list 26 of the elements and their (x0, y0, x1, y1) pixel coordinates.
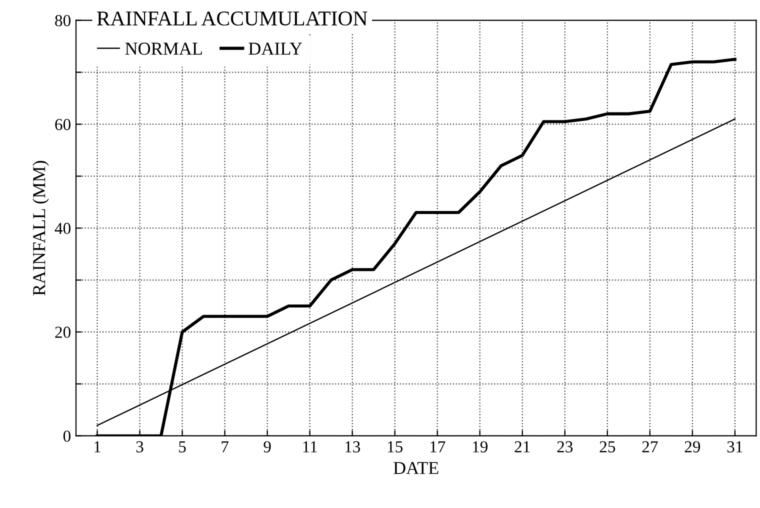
y-tick-label: 0 (63, 430, 71, 442)
x-tick-label: 13 (345, 441, 360, 452)
x-tick-label: 1 (94, 441, 100, 452)
x-tick-label: 21 (514, 441, 530, 452)
y-axis-title: RAINFALL (MM) (32, 160, 49, 296)
x-tick-label: 15 (388, 441, 403, 452)
x-tick-label: 11 (303, 441, 317, 452)
x-tick-label: 25 (600, 441, 616, 452)
y-tick-label: 40 (54, 222, 71, 234)
y-tick-label: 60 (55, 118, 71, 130)
x-tick-label: 17 (430, 441, 446, 452)
x-tick-label: 23 (557, 441, 573, 452)
x-tick-label: 31 (727, 441, 742, 452)
chart-title: RAINFALL ACCUMULATION (97, 12, 368, 26)
y-tick-label: 20 (55, 326, 71, 338)
x-tick-label: 27 (642, 441, 658, 452)
x-tick-label: 29 (684, 441, 700, 452)
x-tick-label: 9 (264, 441, 271, 452)
x-axis-title: DATE (394, 462, 438, 474)
x-tick-label: 5 (179, 441, 186, 452)
x-tick-label: 3 (136, 441, 144, 452)
x-tick-label: 19 (473, 441, 488, 452)
x-tick-label: 7 (222, 441, 228, 452)
y-tick-label: 80 (55, 15, 71, 26)
legend-label: DAILY (248, 42, 302, 55)
legend-label: NORMAL (125, 42, 202, 55)
